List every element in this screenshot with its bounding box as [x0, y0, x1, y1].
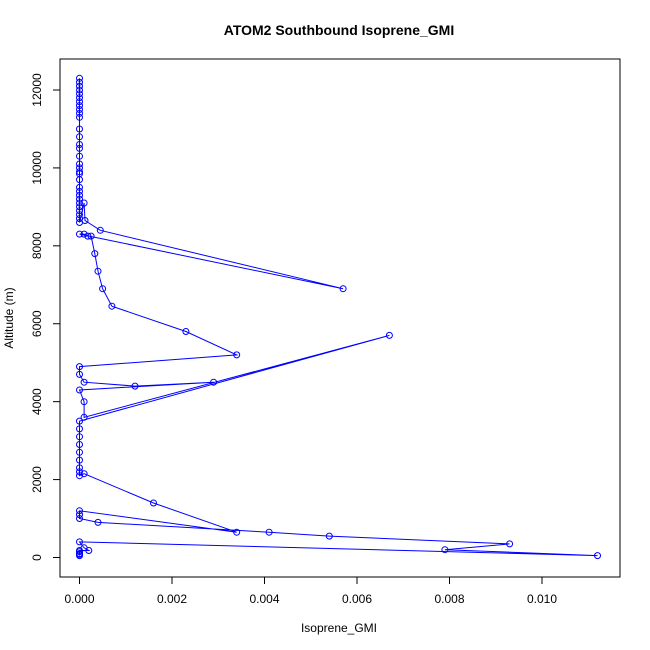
data-point — [76, 425, 83, 433]
x-tick-label: 0.004 — [249, 592, 279, 606]
x-axis-label: Isoprene_GMI — [301, 621, 377, 635]
data-point — [76, 370, 83, 378]
x-tick-label: 0.000 — [64, 592, 94, 606]
data-point — [80, 413, 88, 421]
data-point — [76, 187, 83, 195]
x-tick-label: 0.008 — [434, 592, 464, 606]
data-point — [76, 207, 83, 215]
data-point — [76, 417, 83, 425]
data-point — [265, 528, 273, 536]
data-point — [233, 528, 241, 536]
data-point — [76, 152, 83, 160]
data-point — [76, 456, 83, 464]
data-point — [76, 386, 83, 394]
data-point — [87, 232, 95, 240]
data-point — [210, 378, 218, 386]
data-point — [76, 183, 83, 191]
data-point — [131, 382, 139, 390]
data-point — [76, 82, 83, 90]
y-tick-label: 4000 — [30, 388, 44, 415]
data-point — [76, 144, 83, 152]
x-tick-label: 0.010 — [527, 592, 557, 606]
data-point — [76, 468, 83, 476]
series-line — [78, 78, 598, 557]
x-tick-label: 0.006 — [342, 592, 372, 606]
data-point — [96, 226, 104, 234]
data-point — [80, 199, 88, 207]
data-point — [80, 378, 88, 386]
data-point — [76, 160, 83, 168]
y-axis: 0 2000 4000 6000 8000 10000 12000 — [30, 73, 61, 561]
data-point — [76, 113, 83, 121]
data-point — [76, 106, 83, 113]
data-point — [182, 328, 190, 335]
data-point — [76, 464, 83, 472]
data-point — [339, 285, 347, 293]
data-point — [80, 470, 88, 478]
data-point — [76, 230, 83, 238]
data-point — [99, 285, 107, 293]
data-point — [76, 191, 83, 199]
data-point — [80, 398, 88, 406]
data-point — [385, 331, 393, 339]
data-point — [441, 546, 449, 554]
data-point — [76, 141, 83, 148]
data-point — [76, 548, 83, 556]
data-point — [84, 232, 92, 240]
data-point — [76, 538, 83, 546]
data-point — [76, 98, 83, 106]
data-point — [94, 267, 102, 275]
data-point — [76, 507, 83, 515]
y-axis-label: Altitude (m) — [2, 287, 16, 348]
y-tick-label: 6000 — [30, 310, 44, 337]
data-point — [76, 448, 83, 456]
data-point — [76, 363, 83, 371]
data-point — [76, 441, 83, 448]
data-point — [76, 195, 83, 203]
data-point — [85, 547, 93, 554]
data-point — [76, 176, 83, 184]
x-axis: 0.000 0.002 0.004 0.006 0.008 0.010 — [64, 576, 557, 606]
y-tick-label: 8000 — [30, 232, 44, 259]
data-point — [94, 518, 102, 526]
data-point — [150, 499, 157, 507]
y-tick-label: 12000 — [30, 73, 44, 107]
data-point — [76, 515, 83, 522]
data-point — [506, 540, 514, 548]
data-point — [76, 552, 83, 560]
data-point — [76, 211, 83, 219]
data-point — [76, 90, 83, 98]
data-point — [76, 433, 83, 441]
data-point — [594, 552, 601, 560]
data-point — [76, 203, 83, 211]
data-point — [76, 86, 83, 94]
data-point — [76, 511, 83, 519]
data-point — [233, 351, 241, 359]
data-point — [76, 109, 83, 117]
chart-title: ATOM2 Southbound Isoprene_GMI — [224, 22, 454, 38]
data-point — [76, 74, 83, 82]
data-point — [325, 532, 333, 540]
data-point — [76, 94, 83, 102]
data-point — [108, 302, 116, 310]
data-point — [76, 199, 83, 207]
data-point — [76, 78, 83, 86]
y-tick-label: 0 — [30, 554, 44, 561]
plot-area — [76, 74, 601, 560]
data-point — [76, 168, 83, 176]
data-point — [76, 125, 83, 133]
data-point — [80, 230, 88, 238]
data-point — [81, 217, 89, 224]
data-point — [76, 102, 83, 110]
data-point — [76, 472, 83, 480]
data-point — [91, 250, 99, 258]
data-point — [76, 133, 83, 141]
x-tick-label: 0.002 — [157, 592, 187, 606]
y-tick-label: 10000 — [30, 151, 44, 185]
y-tick-label: 2000 — [30, 466, 44, 493]
